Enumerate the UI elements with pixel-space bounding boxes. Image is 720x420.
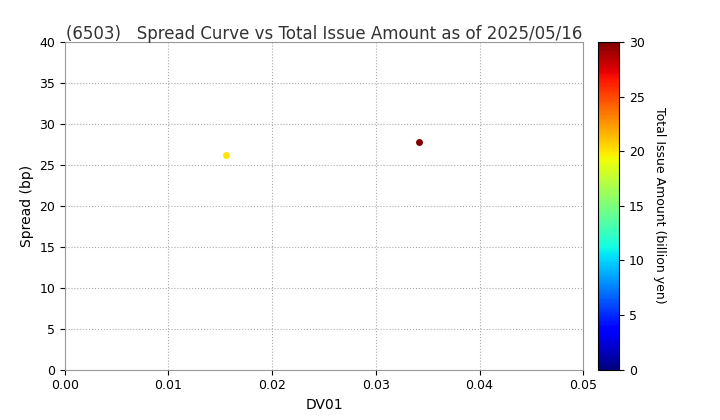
X-axis label: DV01: DV01 bbox=[305, 398, 343, 412]
Point bbox=[220, 152, 231, 158]
Point bbox=[413, 139, 425, 145]
Y-axis label: Spread (bp): Spread (bp) bbox=[19, 165, 34, 247]
Text: (6503)   Spread Curve vs Total Issue Amount as of 2025/05/16: (6503) Spread Curve vs Total Issue Amoun… bbox=[66, 25, 582, 43]
Y-axis label: Total Issue Amount (billion yen): Total Issue Amount (billion yen) bbox=[653, 108, 666, 304]
